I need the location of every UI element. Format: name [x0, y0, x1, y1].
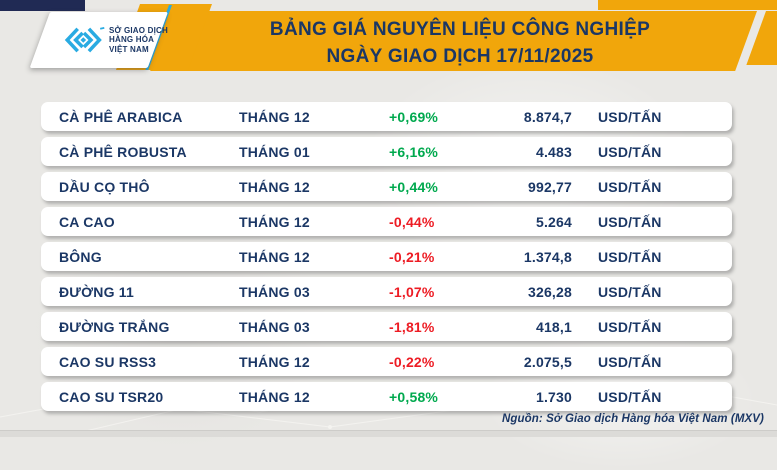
commodity-name: CÀ PHÊ ROBUSTA [59, 143, 187, 160]
logo-org-name: SỞ GIAO DỊCH HÀNG HÓA VIỆT NAM [109, 26, 168, 55]
contract-month: THÁNG 03 [239, 318, 310, 335]
table-row: CAO SU RSS3 THÁNG 12 -0,22% 2.075,5 USD/TẤN [41, 347, 732, 376]
bottom-strip [0, 430, 777, 437]
commodity-name: CAO SU TSR20 [59, 388, 164, 405]
top-navy-bar [0, 0, 85, 11]
change-percent: -0,44% [389, 213, 435, 230]
table-row: DẦU CỌ THÔ THÁNG 12 +0,44% 992,77 USD/TẤN [41, 172, 732, 201]
contract-month: THÁNG 03 [239, 283, 310, 300]
price-value: 1.730 [535, 388, 572, 405]
change-percent: -0,22% [389, 353, 435, 370]
price-value: 326,28 [527, 283, 572, 300]
price-value: 992,77 [527, 178, 572, 195]
change-percent: -1,81% [389, 318, 435, 335]
price-unit: USD/TẤN [598, 283, 662, 300]
price-unit: USD/TẤN [598, 318, 662, 335]
table-row: BÔNG THÁNG 12 -0,21% 1.374,8 USD/TẤN [41, 242, 732, 271]
change-percent: +0,58% [389, 388, 439, 405]
page-title-line2: NGÀY GIAO DỊCH 17/11/2025 [326, 46, 594, 67]
mxv-logo: SỞ GIAO DỊCH HÀNG HÓA VIỆT NAM [29, 12, 169, 68]
change-percent: -0,21% [389, 248, 435, 265]
commodity-name: ĐƯỜNG TRẮNG [59, 318, 170, 335]
contract-month: THÁNG 12 [239, 388, 310, 405]
contract-month: THÁNG 12 [239, 108, 310, 125]
change-percent: +6,16% [389, 143, 439, 160]
table-row: ĐƯỜNG TRẮNG THÁNG 03 -1,81% 418,1 USD/TẤN [41, 312, 732, 341]
commodity-name: CÀ PHÊ ARABICA [59, 108, 183, 125]
contract-month: THÁNG 12 [239, 178, 310, 195]
price-value: 2.075,5 [523, 353, 572, 370]
commodity-name: ĐƯỜNG 11 [59, 283, 134, 300]
top-gold-bar [598, 0, 777, 10]
price-value: 418,1 [535, 318, 572, 335]
commodity-name: CA CAO [59, 213, 115, 230]
price-value: 1.374,8 [523, 248, 572, 265]
change-percent: +0,69% [389, 108, 439, 125]
logo-org-line: HÀNG HÓA [108, 35, 155, 45]
contract-month: THÁNG 12 [239, 248, 310, 265]
commodity-name: DẦU CỌ THÔ [59, 178, 150, 195]
price-unit: USD/TẤN [598, 213, 662, 230]
change-percent: +0,44% [389, 178, 439, 195]
contract-month: THÁNG 12 [239, 353, 310, 370]
price-unit: USD/TẤN [598, 248, 662, 265]
table-row: CAO SU TSR20 THÁNG 12 +0,58% 1.730 USD/TẤN [41, 382, 732, 411]
table-row: CA CAO THÁNG 12 -0,44% 5.264 USD/TẤN [41, 207, 732, 236]
commodity-name: BÔNG [59, 248, 102, 265]
commodity-name: CAO SU RSS3 [59, 353, 157, 370]
table-row: CÀ PHÊ ARABICA THÁNG 12 +0,69% 8.874,7 USD/T… [41, 102, 732, 131]
page-title: BẢNG GIÁ NGUYÊN LIỆU CÔNG NGHIỆP NGÀY GI… [190, 16, 730, 70]
contract-month: THÁNG 12 [239, 213, 310, 230]
price-unit: USD/TẤN [598, 353, 662, 370]
table-row: CÀ PHÊ ROBUSTA THÁNG 01 +6,16% 4.483 USD/TẤN [41, 137, 732, 166]
page-title-line1: BẢNG GIÁ NGUYÊN LIỆU CÔNG NGHIỆP [269, 19, 651, 40]
table-row: ĐƯỜNG 11 THÁNG 03 -1,07% 326,28 USD/TẤN [41, 277, 732, 306]
price-unit: USD/TẤN [598, 143, 662, 160]
logo-org-line: SỞ GIAO DỊCH [108, 25, 168, 35]
price-unit: USD/TẤN [598, 388, 662, 405]
price-value: 5.264 [535, 213, 572, 230]
price-unit: USD/TẤN [598, 178, 662, 195]
price-unit: USD/TẤN [598, 108, 662, 125]
source-note: Nguồn: Sở Giao dịch Hàng hóa Việt Nam (M… [501, 413, 764, 425]
logo-org-line: VIỆT NAM [108, 44, 149, 54]
price-value: 4.483 [535, 143, 572, 160]
price-table: CÀ PHÊ ARABICA THÁNG 12 +0,69% 8.874,7 USD/T… [41, 102, 732, 417]
price-value: 8.874,7 [523, 108, 572, 125]
mxv-logo-mark-icon [64, 26, 105, 53]
contract-month: THÁNG 01 [239, 143, 310, 160]
change-percent: -1,07% [389, 283, 435, 300]
